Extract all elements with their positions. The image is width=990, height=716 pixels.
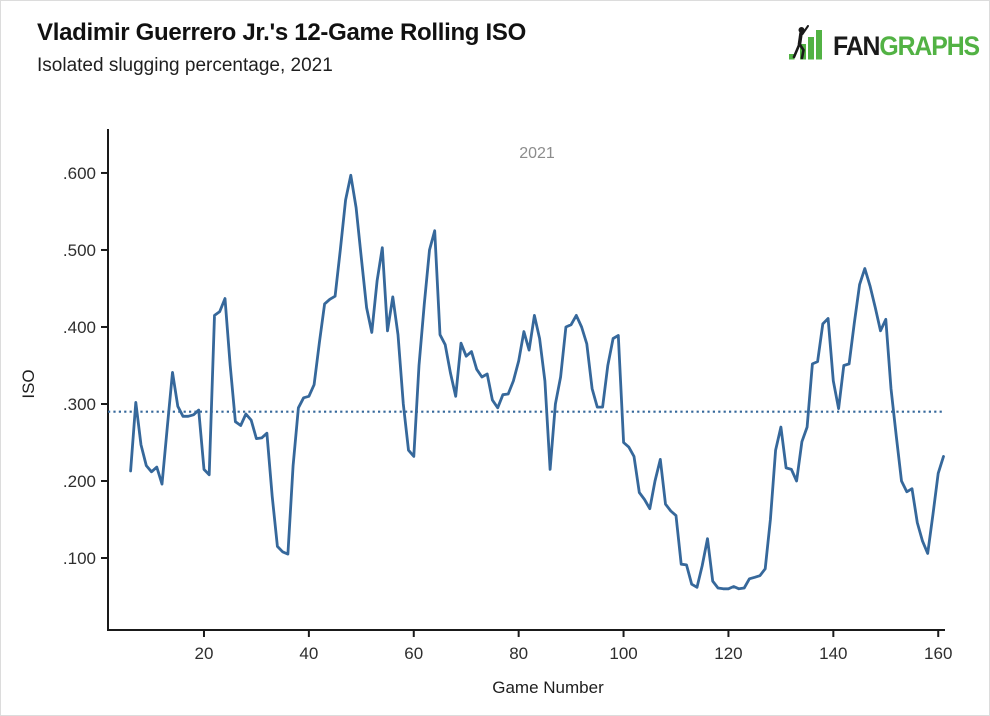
page-title: Vladimir Guerrero Jr.'s 12-Game Rolling … bbox=[37, 19, 526, 46]
y-tick-label: .200 bbox=[63, 472, 96, 491]
series-label-2021: 2021 bbox=[519, 145, 555, 162]
batter-silhouette-icon bbox=[792, 25, 809, 60]
x-tick-label: 140 bbox=[819, 644, 847, 663]
logo-graphs-text: GRAPHS bbox=[879, 31, 980, 61]
x-tick-label: 160 bbox=[924, 644, 952, 663]
y-tick-label: .100 bbox=[63, 549, 96, 568]
logo-fan-text: FAN bbox=[833, 31, 880, 61]
y-tick-label: .600 bbox=[63, 164, 96, 183]
fangraphs-logo-text: FANGRAPHS bbox=[833, 31, 980, 62]
fangraphs-logo-icon bbox=[789, 25, 822, 60]
x-tick-label: 80 bbox=[509, 644, 528, 663]
x-tick-label: 20 bbox=[195, 644, 214, 663]
page-subtitle: Isolated slugging percentage, 2021 bbox=[37, 55, 333, 76]
y-tick-label: .300 bbox=[63, 395, 96, 414]
y-tick-label: .500 bbox=[63, 241, 96, 260]
x-tick-label: 100 bbox=[609, 644, 637, 663]
fangraphs-logo: FANGRAPHS bbox=[787, 23, 980, 63]
rolling-iso-line-2021 bbox=[129, 173, 945, 591]
x-tick-label: 120 bbox=[714, 644, 742, 663]
y-axis-title: ISO bbox=[19, 369, 38, 399]
x-tick-label: 40 bbox=[299, 644, 318, 663]
y-tick-label: .400 bbox=[63, 318, 96, 337]
x-axis-title: Game Number bbox=[492, 678, 604, 697]
x-tick-label: 60 bbox=[404, 644, 423, 663]
